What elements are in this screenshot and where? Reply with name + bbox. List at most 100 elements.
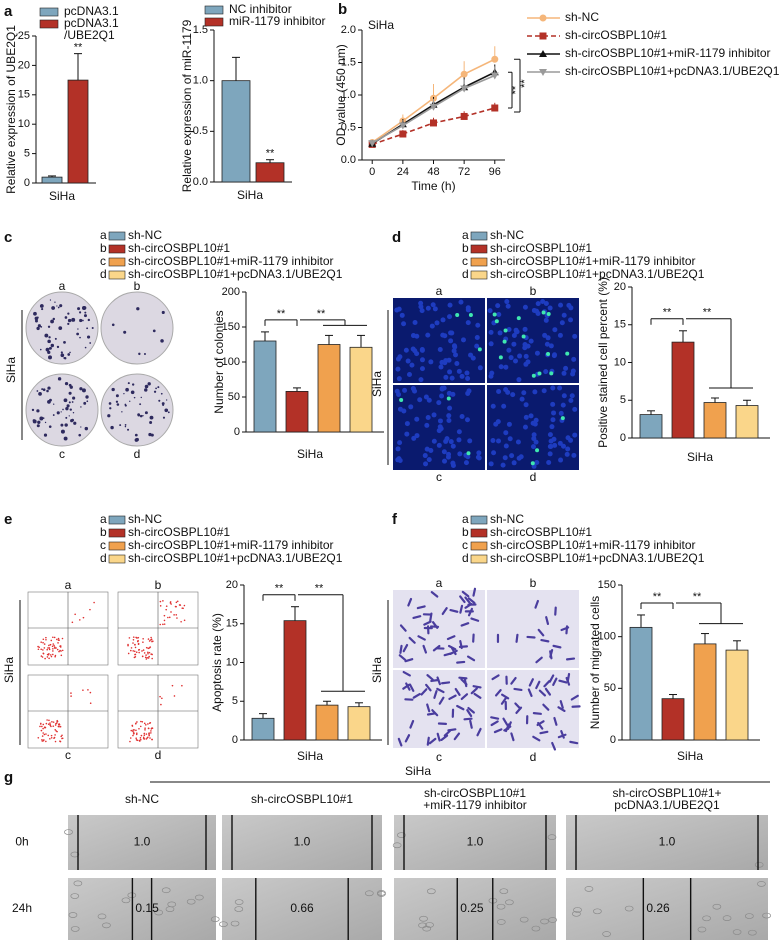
migrated-cell [453,732,461,741]
legend-label: sh-circOSBPL10#1+miR-1179 inhibitor [565,46,771,60]
nucleus [565,435,571,441]
migrated-cell [528,678,534,687]
legend-swatch [108,528,126,538]
event [57,637,60,640]
panel-label: b [338,1,347,18]
nucleus [558,302,564,308]
nucleus [396,376,402,382]
event [150,636,152,639]
wound-image [222,815,382,870]
nucleus [522,304,528,310]
event [130,647,133,649]
nucleus [497,330,503,336]
error-bar [261,331,269,341]
event [54,734,56,736]
event [41,740,44,742]
nucleus [474,343,480,349]
event [127,652,130,655]
nucleus [506,347,512,353]
nucleus [395,446,401,452]
migrated-cell [459,640,463,650]
event [145,738,148,740]
event [145,646,148,649]
event [145,654,147,656]
nucleus [403,347,409,353]
event [43,647,46,649]
nucleus [465,375,471,381]
y-tick-label: 0 [234,426,240,438]
event [132,650,135,652]
legend-label: sh-circOSBPL10#1 [128,525,230,539]
event [170,611,172,613]
legend-marker [539,50,547,57]
nucleus [495,303,501,309]
migrated-cell [527,688,533,698]
colony [110,425,114,430]
cell [364,890,374,897]
colony [68,415,70,417]
event [162,623,164,626]
nucleus [460,337,466,343]
event [142,637,144,640]
nucleus [437,418,443,424]
colony [36,409,40,413]
nucleus [411,435,417,441]
migrated-cell [426,674,434,681]
colony [130,390,135,395]
nucleus [458,299,464,305]
legend-swatch [108,257,126,267]
nucleus [431,438,437,444]
event [140,734,143,737]
error-bar [266,159,274,163]
colony [108,402,112,405]
colony [40,348,42,351]
nucleus [543,369,549,375]
event [135,722,137,725]
error-bar [48,175,56,178]
nucleus [414,416,420,422]
event [142,649,145,651]
colony [36,424,40,428]
nucleus [425,415,431,421]
bar [735,405,759,439]
colony [54,301,56,303]
event [54,724,57,726]
marker [460,112,468,120]
colony [89,342,92,344]
event [144,724,147,726]
cell [547,834,557,840]
migrated-cell [402,670,411,677]
nucleus [477,365,483,371]
nucleus [563,365,569,371]
event [45,733,47,735]
migrated-cell [399,624,407,632]
stained-cell [468,312,473,317]
legend-label: sh-NC [565,10,599,24]
colony [80,406,82,408]
colony [84,346,87,349]
legend-swatch [39,19,59,29]
event [60,654,63,657]
nucleus [425,305,431,311]
stained-cell [466,451,471,456]
colony [144,411,148,415]
nucleus [422,453,428,459]
error-bar [323,700,331,706]
colony [140,396,142,399]
colony [86,335,91,339]
migrated-cell [408,683,415,692]
colony [47,339,51,344]
event [150,653,152,655]
migrated-cell [545,616,550,626]
nucleus [519,396,525,402]
migrated-cell [463,717,473,721]
event [135,737,137,739]
legend-swatch [108,515,126,525]
event [132,734,134,737]
bar [693,643,717,741]
event [82,689,84,691]
migrated-cell [458,676,468,680]
colony [77,328,79,330]
nucleus [476,450,482,456]
nucleus [506,327,512,333]
